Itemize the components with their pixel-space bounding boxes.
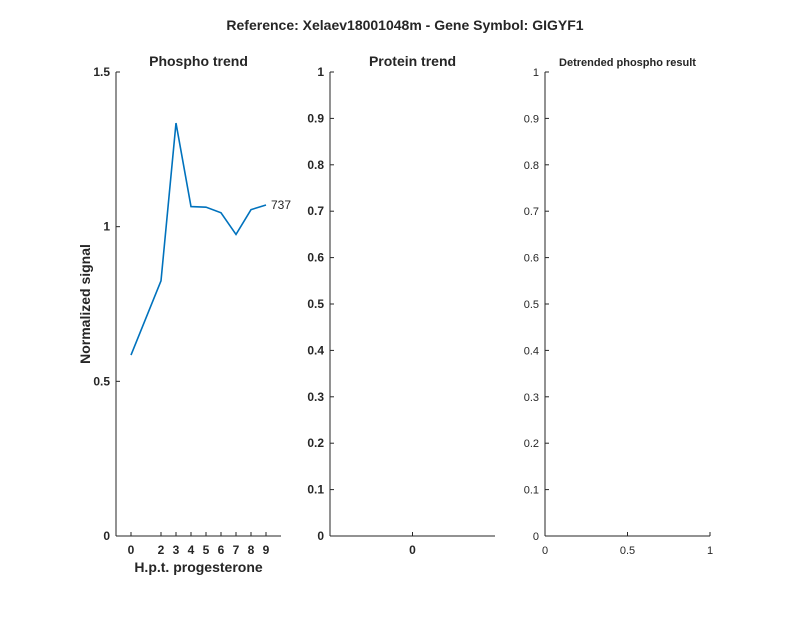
detrended-y-tick-label: 0.7 <box>524 206 539 218</box>
phospho-data-point <box>190 205 192 207</box>
phospho-y-tick-label: 0 <box>103 529 110 543</box>
protein-y-tick-label: 0.1 <box>307 483 324 497</box>
phospho-x-tick-label: 0 <box>128 543 135 557</box>
phospho-data-point <box>265 204 267 206</box>
phospho-x-tick-label: 8 <box>248 543 255 557</box>
phospho-data-point <box>160 280 162 282</box>
protein-y-tick-label: 0.3 <box>307 390 324 404</box>
protein-title: Protein trend <box>369 53 456 69</box>
detrended-y-tick-label: 0.4 <box>524 345 539 357</box>
phospho-data-point <box>235 233 237 235</box>
phospho-x-tick-label: 6 <box>218 543 225 557</box>
phospho-x-tick-label: 7 <box>233 543 240 557</box>
detrended-y-tick-label: 0.9 <box>524 113 539 125</box>
detrended-x-tick-label: 0 <box>542 545 548 557</box>
phospho-data-point <box>220 212 222 214</box>
phospho-x-tick-label: 9 <box>263 543 270 557</box>
detrended-y-tick-label: 0.3 <box>524 392 539 404</box>
phospho-data-point <box>250 208 252 210</box>
protein-y-tick-label: 0.8 <box>307 158 324 172</box>
protein-y-tick-label: 0.6 <box>307 251 324 265</box>
detrended-y-tick-label: 0.1 <box>524 485 539 497</box>
phospho-x-tick-label: 2 <box>158 543 165 557</box>
detrended-y-tick-label: 0.5 <box>524 299 539 311</box>
detrended-title: Detrended phospho result <box>559 57 696 69</box>
figure-title: Reference: Xelaev18001048m - Gene Symbol… <box>226 17 583 33</box>
protein-y-tick-label: 0.4 <box>307 343 324 357</box>
phospho-x-tick-label: 3 <box>173 543 180 557</box>
detrended-x-tick-label: 1 <box>707 545 713 557</box>
phospho-x-tick-label: 5 <box>203 543 210 557</box>
phospho-y-axis-label: Normalized signal <box>77 244 93 364</box>
phospho-x-tick-label: 4 <box>188 543 195 557</box>
protein-y-tick-label: 0.9 <box>307 111 324 125</box>
protein-y-tick-label: 0.7 <box>307 204 324 218</box>
protein-y-tick-label: 0.2 <box>307 436 324 450</box>
protein-y-tick-label: 0 <box>317 529 324 543</box>
phospho-x-axis-label: H.p.t. progesterone <box>134 559 263 575</box>
detrended-y-tick-label: 0.2 <box>524 438 539 450</box>
detrended-y-tick-label: 0 <box>533 531 539 543</box>
detrended-y-tick-label: 0.6 <box>524 253 539 265</box>
protein-x-tick-label: 0 <box>409 543 416 557</box>
detrended-x-tick-label: 0.5 <box>620 545 635 557</box>
phospho-series-line <box>130 122 267 356</box>
phospho-data-point <box>205 206 207 208</box>
detrended-phospho-axes: Detrended phospho result 0 0.1 0.2 0.3 0.4 0.5… <box>524 57 713 557</box>
protein-y-tick-label: 1 <box>317 65 324 79</box>
detrended-y-tick-label: 1 <box>533 67 539 79</box>
phospho-y-tick-label: 0.5 <box>93 374 110 388</box>
phospho-data-point <box>130 354 132 356</box>
phospho-series-label: 737 <box>271 198 291 212</box>
detrended-y-tick-label: 0.8 <box>524 160 539 172</box>
phospho-y-tick-label: 1.5 <box>93 65 110 79</box>
phospho-trend-axes: Phospho trend 0 0.5 1 1.5 0 2 3 4 5 6 7 8 9H.p.t. pro… <box>77 53 291 575</box>
phospho-title: Phospho trend <box>149 53 248 69</box>
protein-trend-axes: Protein trend 0 0.1 0.2 0.3 0.4 0.5 0.6 0.7 0.8 0.… <box>307 53 495 557</box>
phospho-y-tick-label: 1 <box>103 220 110 234</box>
phospho-data-point <box>175 122 177 124</box>
protein-y-tick-label: 0.5 <box>307 297 324 311</box>
